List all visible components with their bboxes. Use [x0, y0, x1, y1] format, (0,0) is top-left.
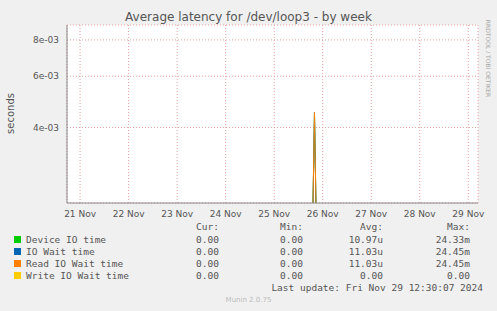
html-text:0.00: 0.00 — [196, 246, 219, 257]
svg-text:23 Nov: 23 Nov — [161, 209, 194, 219]
html-text:0.00: 0.00 — [196, 270, 219, 281]
svg-text:29 Nov: 29 Nov — [452, 209, 485, 219]
svg-text:24 Nov: 24 Nov — [210, 209, 243, 219]
html-text:Min:: Min: — [280, 221, 303, 232]
svg-text:27 Nov: 27 Nov — [355, 209, 388, 219]
svg-text:22 Nov: 22 Nov — [113, 209, 146, 219]
html-text:0.00: 0.00 — [196, 258, 219, 269]
svg-text:21 Nov: 21 Nov — [64, 209, 97, 219]
html-text:24.33m: 24.33m — [435, 234, 470, 245]
html-text:seconds: seconds — [4, 93, 16, 134]
svg-text:26 Nov: 26 Nov — [307, 209, 340, 219]
html-text:Read IO Wait time: Read IO Wait time — [26, 258, 124, 269]
html-text:11.03u: 11.03u — [348, 246, 383, 257]
html-text:Device IO time: Device IO time — [26, 234, 107, 245]
html-text:0.00: 0.00 — [360, 270, 383, 281]
svg-text:25 Nov: 25 Nov — [258, 209, 291, 219]
html-text:Munin 2.0.75: Munin 2.0.75 — [225, 296, 272, 304]
svg-text:6e-03: 6e-03 — [33, 71, 59, 81]
html-text:Max:: Max: — [447, 221, 470, 232]
html-text:0.00: 0.00 — [280, 270, 303, 281]
html-text:Cur:: Cur: — [196, 221, 219, 232]
html-text:Last update: Fri Nov 29 12:30:: Last update: Fri Nov 29 12:30:07 2024 — [271, 282, 483, 293]
html-text:Write IO Wait time: Write IO Wait time — [26, 270, 129, 281]
svg-text:4e-03: 4e-03 — [33, 123, 59, 133]
svg-text:8e-03: 8e-03 — [33, 35, 59, 45]
html-text:0.00: 0.00 — [280, 246, 303, 257]
html-text:24.45m: 24.45m — [435, 246, 470, 257]
html-text:Average latency for /dev/loop3: Average latency for /dev/loop3 - by week — [125, 10, 372, 24]
html-text:IO Wait time: IO Wait time — [26, 246, 95, 257]
html-text:10.97u: 10.97u — [348, 234, 383, 245]
html-text:11.03u: 11.03u — [348, 258, 383, 269]
html-text:Avg:: Avg: — [360, 221, 383, 232]
html-text:0.00: 0.00 — [280, 234, 303, 245]
html-text:0.00: 0.00 — [280, 258, 303, 269]
html-text:RRDTOOL / TOBI OETIKER: RRDTOOL / TOBI OETIKER — [484, 19, 492, 98]
svg-text:28 Nov: 28 Nov — [404, 209, 437, 219]
html-text:0.00: 0.00 — [447, 270, 470, 281]
html-text:24.45m: 24.45m — [435, 258, 470, 269]
html-text:0.00: 0.00 — [196, 234, 219, 245]
